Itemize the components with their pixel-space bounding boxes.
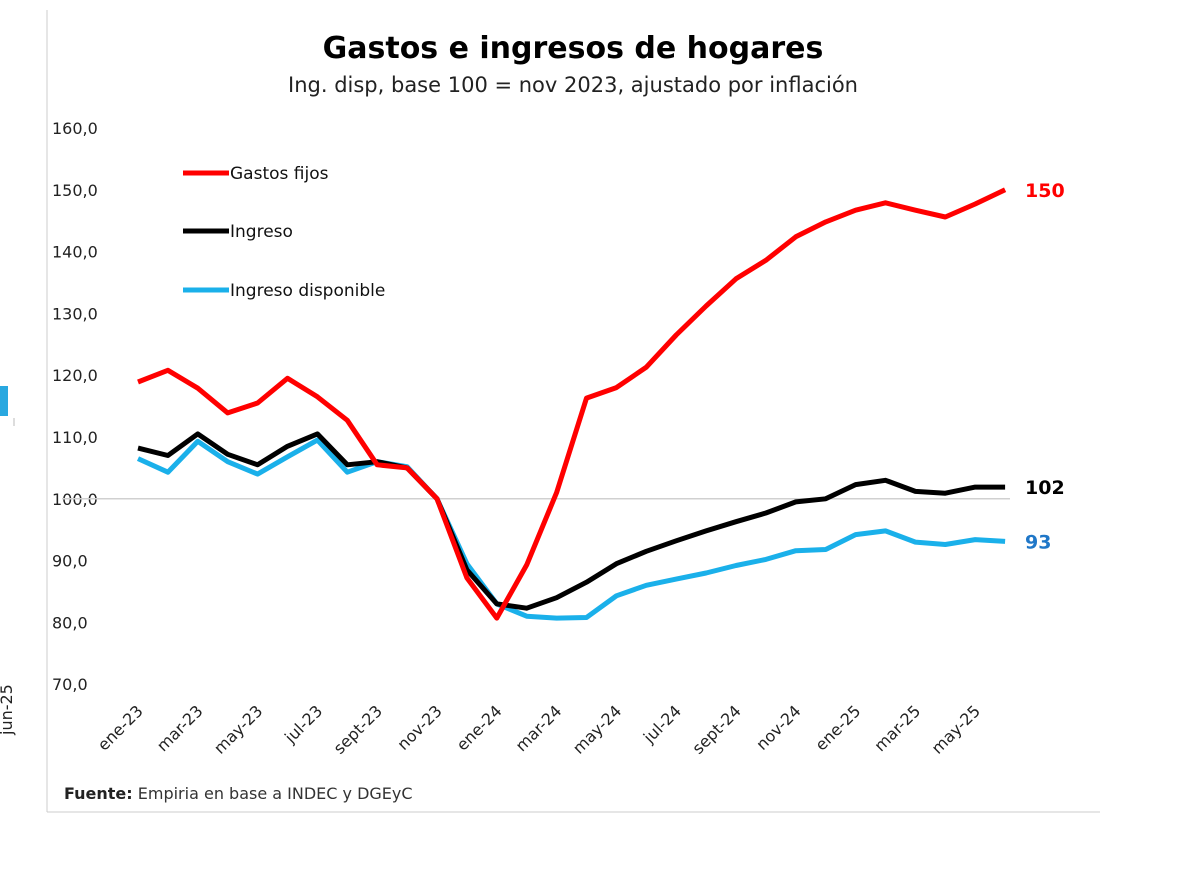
chart-title: Gastos e ingresos de hogares (323, 31, 824, 66)
x-tick-label: jul-24 (639, 701, 685, 747)
y-tick-label: 140,0 (52, 243, 98, 262)
series-line-1 (137, 431, 1006, 611)
x-tick-label: mar-24 (512, 701, 566, 755)
y-tick-label: 80,0 (52, 613, 88, 632)
side-fragment-label: jun-25 (0, 684, 16, 736)
x-tick-label: may-23 (210, 701, 266, 757)
y-tick-label: 130,0 (52, 304, 98, 323)
x-tick-label: mar-25 (870, 701, 924, 755)
end-value-label: 150 (1025, 180, 1065, 202)
side-accent-bar (0, 386, 8, 416)
x-tick-label: nov-24 (752, 701, 804, 753)
x-tick-label: mar-23 (153, 701, 207, 755)
x-tick-label: ene-25 (811, 701, 864, 754)
x-tick-label: may-24 (569, 701, 625, 757)
legend-label: Ingreso (230, 222, 293, 242)
x-tick-label: sept-23 (330, 701, 386, 757)
series-line-2 (136, 437, 1006, 621)
x-tick-label: nov-23 (393, 701, 445, 753)
x-tick-label: ene-24 (453, 701, 506, 754)
y-tick-label: 120,0 (52, 366, 98, 385)
chart-subtitle: Ing. disp, base 100 = nov 2023, ajustado… (288, 73, 858, 97)
legend-label: Ingreso disponible (230, 281, 385, 301)
end-value-label: 93 (1025, 531, 1051, 553)
y-tick-label: 90,0 (52, 552, 88, 571)
y-tick-label: 70,0 (52, 675, 88, 694)
x-tick-label: may-25 (928, 701, 984, 757)
legend-label: Gastos fijos (230, 164, 329, 184)
x-tick-label: ene-23 (94, 701, 147, 754)
series-line-0 (137, 187, 1007, 621)
end-value-label: 102 (1025, 477, 1065, 499)
source-note: Fuente: Empiria en base a INDEC y DGEyC (64, 784, 413, 803)
source-text: Empiria en base a INDEC y DGEyC (133, 784, 413, 803)
y-tick-label: 150,0 (52, 181, 98, 200)
source-label: Fuente: (64, 784, 133, 803)
y-tick-label: 110,0 (52, 428, 98, 447)
x-tick-label: jul-23 (280, 701, 326, 747)
y-tick-label: 160,0 (52, 119, 98, 138)
x-tick-label: sept-24 (688, 701, 744, 757)
